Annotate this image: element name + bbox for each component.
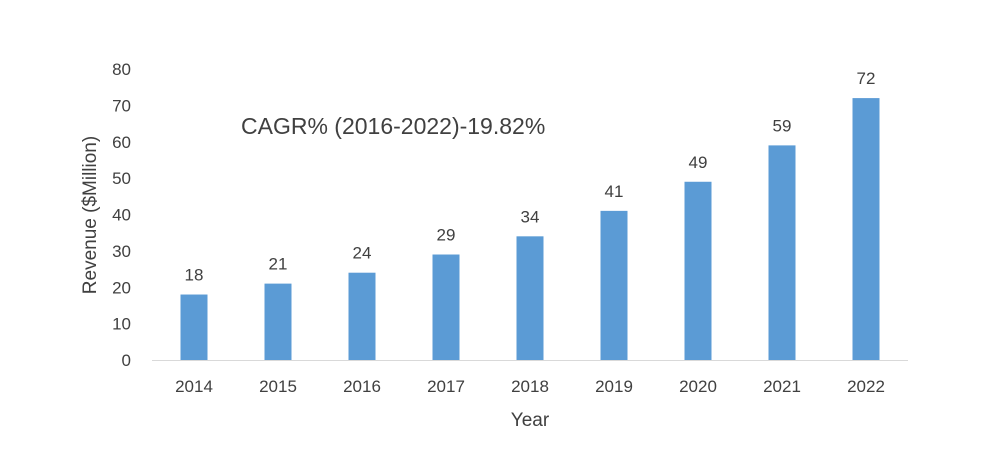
data-label: 34: [521, 207, 540, 226]
bar-2017: [432, 254, 460, 360]
y-tick-label: 50: [112, 169, 131, 188]
data-labels-group: 18 21 24 29 34 41 49 59 72: [185, 69, 876, 284]
bar-2019: [600, 210, 628, 360]
data-label: 29: [437, 226, 456, 245]
y-tick-label: 70: [112, 96, 131, 115]
data-label: 18: [185, 266, 204, 285]
data-label: 41: [605, 182, 624, 201]
data-label: 49: [689, 153, 708, 172]
x-tick-label: 2014: [175, 377, 213, 396]
x-tick-label: 2021: [763, 377, 801, 396]
y-tick-label: 10: [112, 315, 131, 334]
x-tick-label: 2017: [427, 377, 465, 396]
x-tick-label: 2016: [343, 377, 381, 396]
bar-2022: [852, 98, 880, 360]
x-tick-label: 2019: [595, 377, 633, 396]
x-axis-ticks: 2014 2015 2016 2017 2018 2019 2020 2021 2022: [175, 377, 885, 396]
data-label: 72: [857, 69, 876, 88]
bar-2016: [348, 272, 376, 360]
bar-2014: [180, 294, 208, 360]
data-label: 24: [353, 244, 372, 263]
bar-2015: [264, 283, 292, 360]
y-tick-label: 20: [112, 278, 131, 297]
x-tick-label: 2022: [847, 377, 885, 396]
y-tick-label: 30: [112, 242, 131, 261]
data-label: 59: [773, 116, 792, 135]
bar-2021: [768, 145, 796, 360]
y-axis-ticks: 0 10 20 30 40 50 60 70 80: [112, 60, 131, 370]
cagr-annotation: CAGR% (2016-2022)-19.82%: [241, 113, 545, 139]
bar-2020: [684, 181, 712, 360]
data-label: 21: [269, 255, 288, 274]
bar-2018: [516, 236, 544, 360]
x-tick-label: 2015: [259, 377, 297, 396]
y-tick-label: 40: [112, 206, 131, 225]
x-tick-label: 2020: [679, 377, 717, 396]
y-axis-title: Revenue ($Million): [80, 136, 101, 294]
y-tick-label: 80: [112, 60, 131, 79]
bars-group: [180, 98, 880, 360]
y-tick-label: 60: [112, 133, 131, 152]
y-tick-label: 0: [122, 351, 131, 370]
x-tick-label: 2018: [511, 377, 549, 396]
x-axis-title: Year: [511, 410, 550, 431]
